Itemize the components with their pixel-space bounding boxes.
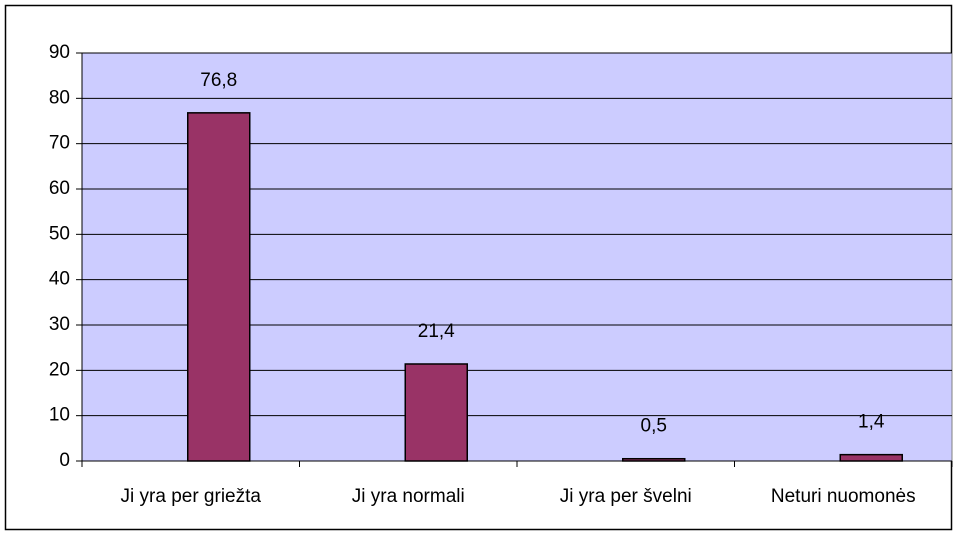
bar — [187, 112, 251, 462]
bar — [622, 457, 686, 462]
y-tick-label: 60 — [49, 178, 70, 199]
y-tick-label: 80 — [49, 87, 70, 108]
bar — [404, 363, 468, 462]
y-tick-label: 30 — [49, 314, 70, 335]
value-label: 76,8 — [200, 70, 237, 91]
value-label: 1,4 — [858, 412, 885, 433]
y-tick-label: 20 — [49, 359, 70, 380]
y-tick-label: 0 — [59, 450, 70, 471]
x-tick-label: Ji yra per griežta — [121, 486, 262, 507]
y-tick-label: 40 — [49, 269, 70, 290]
x-tick-label: Ji yra normali — [352, 486, 465, 507]
value-label: 0,5 — [641, 416, 667, 437]
bar — [839, 453, 903, 462]
y-tick-label: 70 — [49, 133, 70, 154]
x-tick-label: Neturi nuomonės — [771, 486, 916, 507]
x-tick-label: Ji yra per švelni — [560, 486, 692, 507]
value-label: 21,4 — [418, 321, 455, 342]
y-tick-label: 50 — [49, 223, 70, 244]
y-tick-label: 10 — [49, 405, 70, 426]
y-tick-label: 90 — [49, 42, 70, 63]
